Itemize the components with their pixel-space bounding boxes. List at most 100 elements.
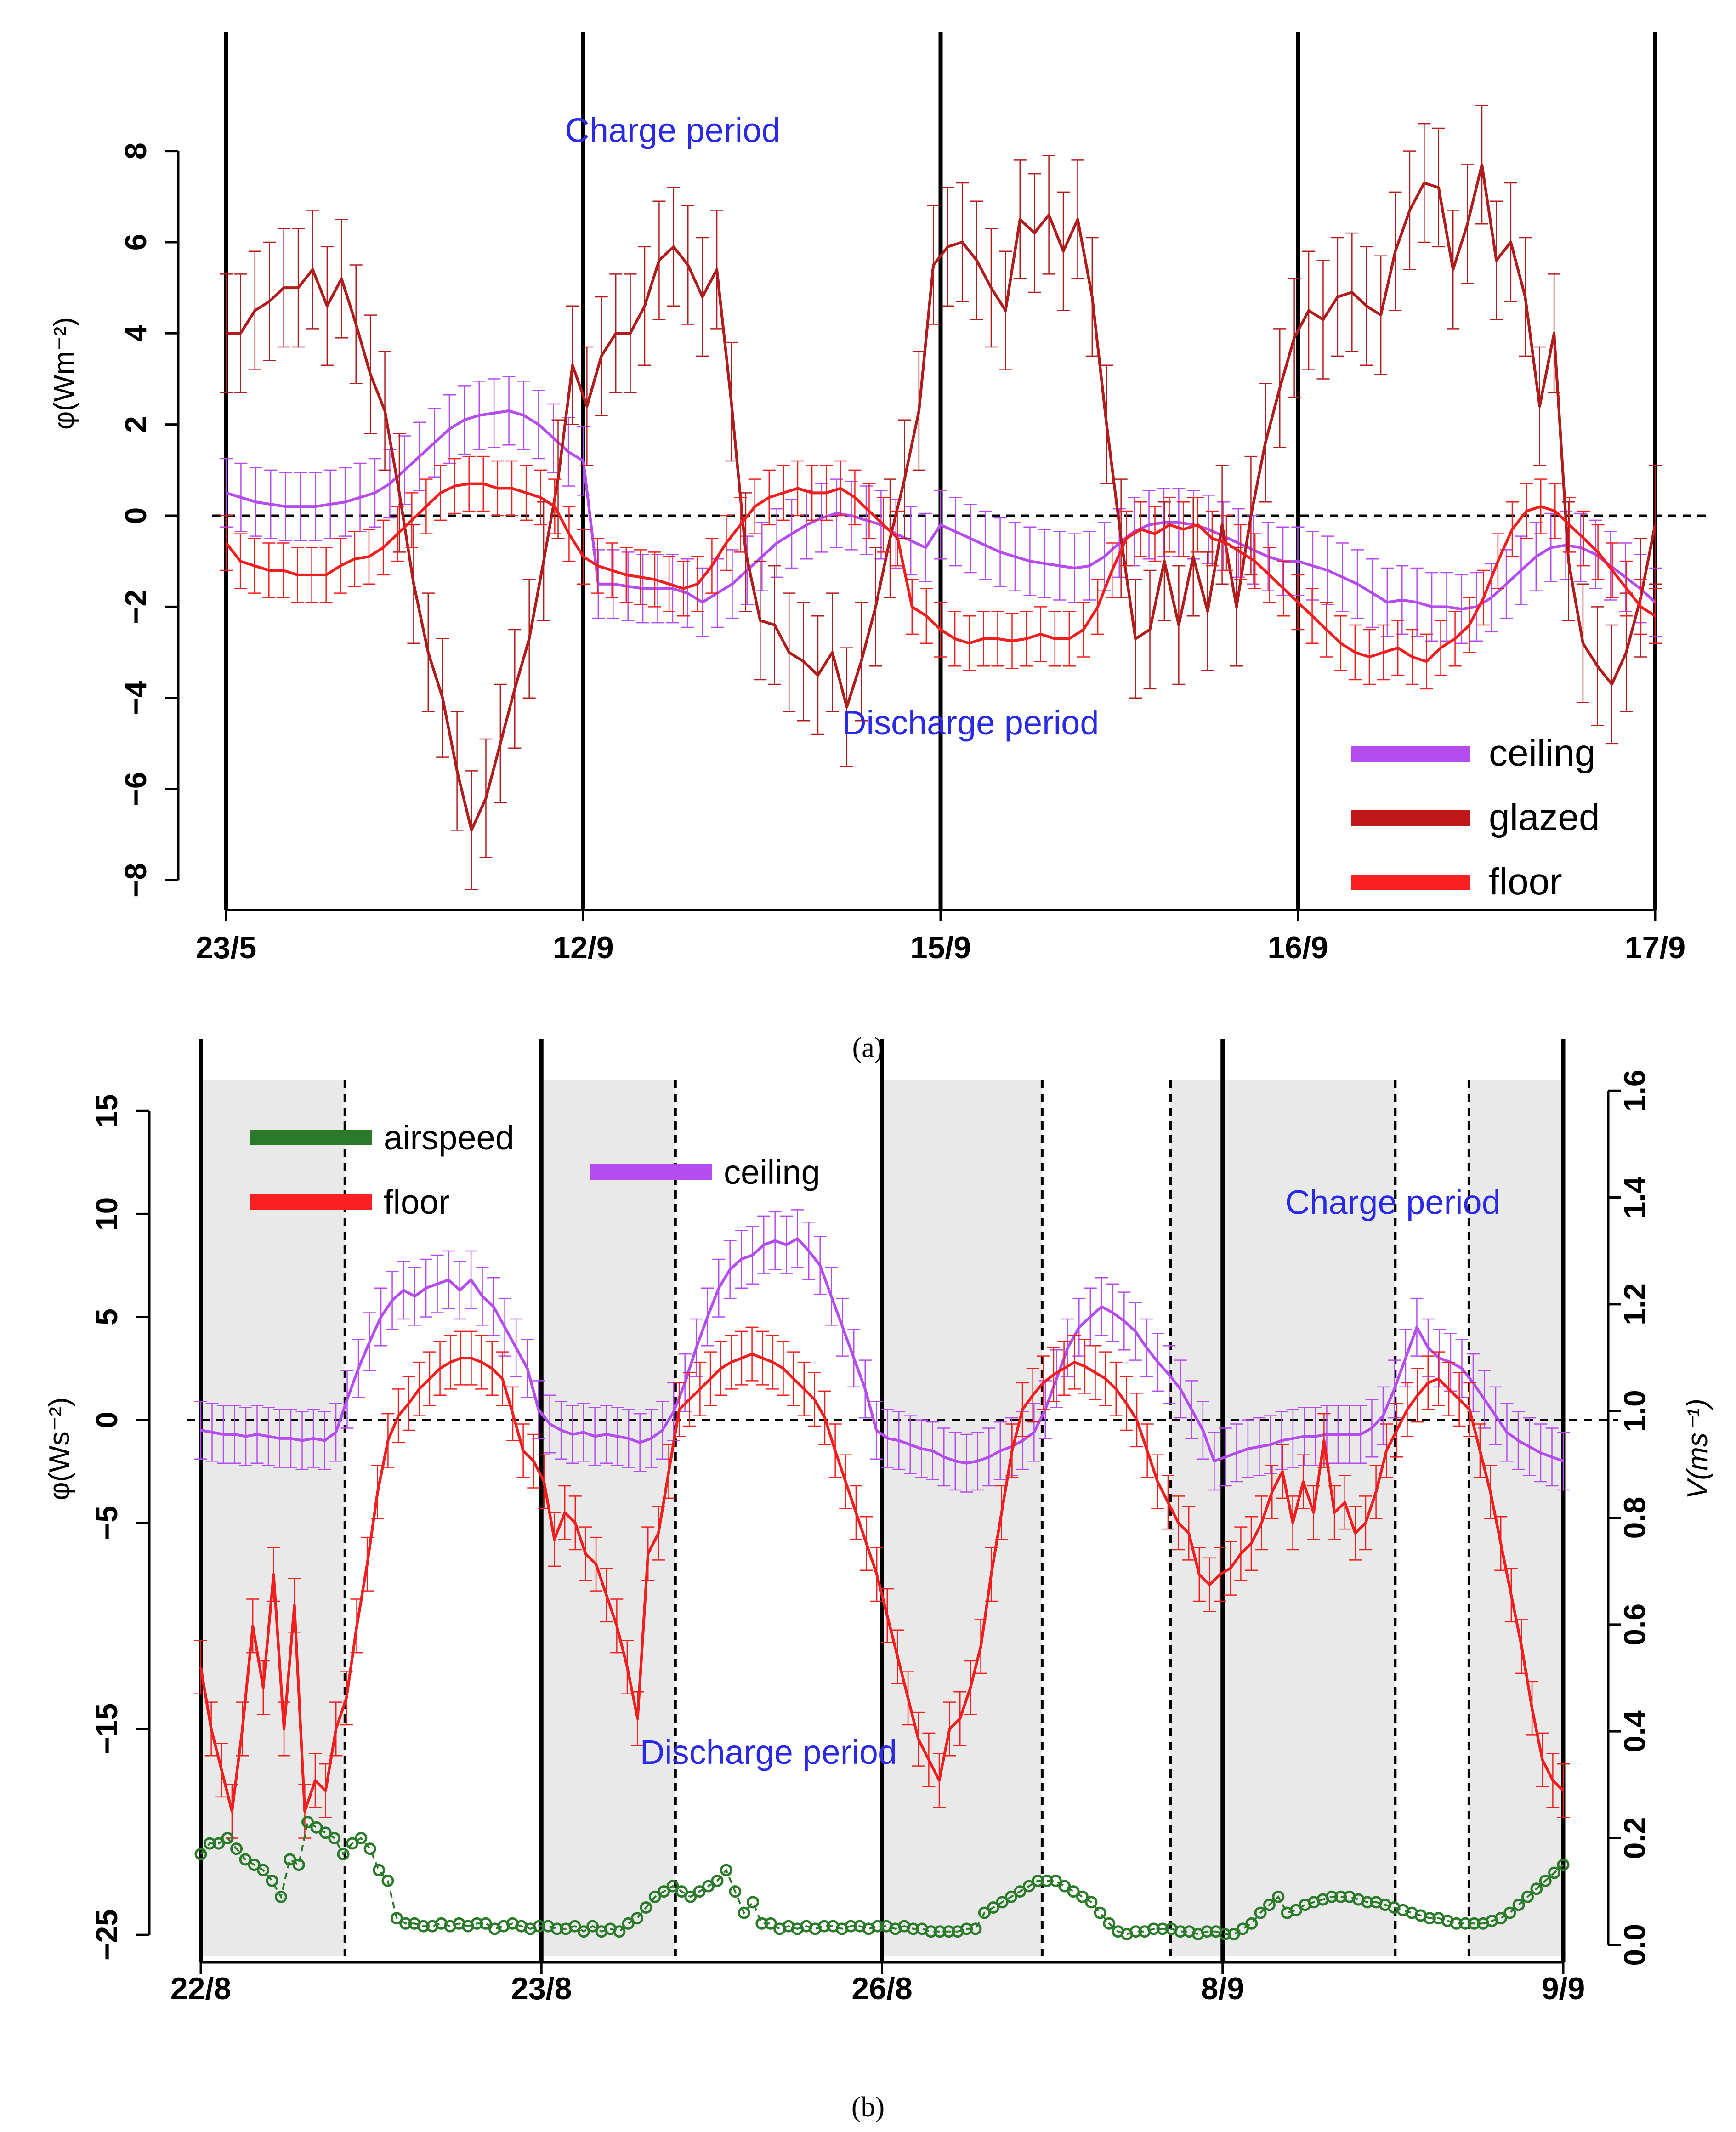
panel-b-series-airspeed-point — [1494, 1912, 1507, 1925]
panel-a-y-tick-label: 8 — [119, 142, 153, 159]
panel-b-series-airspeed-point — [711, 1874, 724, 1887]
panel-b-series-floor-line — [199, 1353, 1565, 1813]
panel-a-x-tick-label: 23/5 — [196, 930, 256, 965]
panel-b-series-airspeed-point — [738, 1906, 750, 1919]
panel-b-y2-tick-label: 1.6 — [1617, 1069, 1651, 1112]
panel-b-series-airspeed-point — [996, 1896, 1009, 1909]
panel-b-series-airspeed-point — [346, 1837, 358, 1850]
panel-a-x-tick-label: 12/9 — [553, 930, 613, 965]
panel-b-series-airspeed-point — [925, 1925, 937, 1938]
panel-b-series-airspeed-point — [1058, 1880, 1071, 1893]
panel-b-series-airspeed-point — [1557, 1859, 1570, 1871]
panel-a-y-tick-label: 4 — [119, 325, 153, 342]
panel-b-y-tick-label: 10 — [90, 1197, 124, 1231]
panel-b-series-airspeed-point — [871, 1920, 884, 1933]
panel-b-series-airspeed-point — [1103, 1917, 1116, 1930]
panel-b-series-airspeed-point — [568, 1920, 581, 1933]
panel-b-series-airspeed-point — [648, 1890, 661, 1903]
panel-b-series-airspeed-point — [239, 1853, 252, 1866]
panel-b-series-airspeed-point — [933, 1925, 946, 1938]
panel-b-y-tick-label: 0 — [90, 1411, 124, 1428]
panel-b-series-airspeed-point — [550, 1922, 563, 1935]
caption-a: (a) — [852, 1032, 884, 1063]
panel-b-x-tick-label: 26/8 — [851, 1971, 912, 2006]
panel-b-y2-tick-label: 1.2 — [1617, 1283, 1651, 1325]
panel-b-series-airspeed-point — [987, 1901, 1000, 1914]
panel-a-y-tick-label: −6 — [119, 772, 153, 806]
panel-b-y2-tick-label: 1.4 — [1617, 1176, 1651, 1218]
panel-b-series-airspeed-point — [586, 1920, 599, 1933]
panel-a-legend-label: floor — [1489, 861, 1562, 903]
panel-b-y-tick-label: −15 — [90, 1703, 124, 1755]
panel-b-series-airspeed-point — [702, 1880, 715, 1893]
panel-b-series-airspeed-point — [818, 1920, 831, 1933]
panel-b-series-airspeed-point — [613, 1925, 626, 1938]
panel-b-legend-label: ceiling — [724, 1153, 820, 1191]
panel-b-shaded-region — [1170, 1080, 1223, 1956]
panel-b-series-airspeed-point — [845, 1920, 857, 1933]
panel-b-series-airspeed-point — [1334, 1890, 1347, 1903]
panel-a-legend-label: glazed — [1489, 796, 1600, 838]
panel-b-series-airspeed-point — [622, 1917, 635, 1930]
panel-b-series-airspeed-point — [1156, 1922, 1169, 1935]
panel-b-y-tick-label: −25 — [90, 1909, 124, 1961]
panel-b-series-airspeed-point — [533, 1920, 545, 1933]
panel-b-series-airspeed-point — [755, 1917, 768, 1930]
panel-b-series-airspeed-point — [399, 1917, 412, 1930]
panel-a-y-tick-label: −8 — [119, 863, 153, 898]
panel-b-series-airspeed-point — [1245, 1917, 1258, 1930]
panel-b-x-tick-label: 9/9 — [1542, 1971, 1585, 2006]
panel-a-series-ceiling-line — [226, 409, 1657, 611]
panel-b-series-airspeed-point — [1147, 1922, 1160, 1935]
panel-b-y-tick-label: −5 — [90, 1506, 124, 1540]
panel-b-series-airspeed-point — [1076, 1890, 1089, 1903]
panel-a-annotation: Discharge period — [842, 704, 1099, 742]
panel-b-series-airspeed-point — [1004, 1890, 1017, 1903]
panel-b-annotation: Charge period — [1285, 1183, 1501, 1221]
panel-b-series-airspeed-point — [266, 1874, 278, 1887]
panel-b-x-tick-label: 23/8 — [511, 1971, 572, 2006]
panel-b-series-airspeed-point — [1085, 1896, 1098, 1909]
panel-b-series-airspeed-point — [1067, 1885, 1080, 1898]
panel-b-series-airspeed-point — [257, 1864, 270, 1876]
panel-b-y2-axis-label: V(ms⁻¹) — [1682, 1399, 1713, 1499]
panel-b-series-airspeed-point — [292, 1859, 305, 1871]
panel-b-series-airspeed-point — [1236, 1922, 1249, 1935]
panel-b-series-airspeed-point — [1254, 1906, 1267, 1919]
panel-b-series-airspeed-point — [942, 1925, 955, 1938]
panel-b-series-airspeed-point — [747, 1896, 760, 1909]
panel-a-x-tick-label: 16/9 — [1267, 930, 1328, 965]
panel-b-x-tick-label: 8/9 — [1201, 1971, 1244, 2006]
panel-b-series-airspeed-point — [471, 1917, 483, 1930]
panel-b-series-airspeed-point — [969, 1922, 982, 1935]
panel-b-series-airspeed-point — [1201, 1925, 1214, 1938]
panel-a-y-tick-label: 2 — [119, 416, 153, 433]
panel-b-series-airspeed-point — [729, 1885, 742, 1898]
panel-b-shaded-region — [882, 1080, 1042, 1956]
panel-b-series-airspeed-point — [479, 1917, 492, 1930]
panel-b-series-ceiling-line — [200, 1237, 1564, 1465]
panel-b-series-airspeed-point — [301, 1816, 314, 1829]
panel-b-series-airspeed-point — [212, 1837, 225, 1850]
panel-b-series-airspeed-point — [720, 1864, 732, 1876]
panel-b-series-airspeed-point — [978, 1906, 991, 1919]
panel-a-y-tick-label: 0 — [119, 507, 153, 524]
panel-b-series-airspeed-point — [1040, 1874, 1053, 1887]
panel-b-series-airspeed-point — [1227, 1928, 1240, 1941]
panel-b-series-airspeed-point — [319, 1826, 332, 1839]
panel-b-series-airspeed-point — [1521, 1890, 1534, 1903]
panel-b-legend-label: floor — [384, 1183, 450, 1221]
panel-b-series-airspeed-point — [1219, 1928, 1231, 1941]
panel-a-y-axis-label: φ(Wm⁻²) — [48, 317, 80, 430]
panel-b-annotation: Discharge period — [640, 1733, 897, 1771]
panel-b-series-airspeed-point — [1014, 1885, 1027, 1898]
panel-b-series-airspeed-point — [390, 1912, 403, 1925]
panel-b-series-airspeed-point — [1263, 1899, 1276, 1911]
panel-b-series-airspeed-point — [381, 1874, 394, 1887]
panel-b-series-airspeed-point — [373, 1864, 386, 1876]
panel-b-series-airspeed-point — [577, 1925, 590, 1938]
panel-b-series-airspeed-point — [1361, 1896, 1374, 1909]
panel-b-series-airspeed-point — [1094, 1906, 1106, 1919]
panel-a-y-tick-label: 6 — [119, 234, 153, 251]
panel-b-series-airspeed-point — [230, 1842, 243, 1855]
